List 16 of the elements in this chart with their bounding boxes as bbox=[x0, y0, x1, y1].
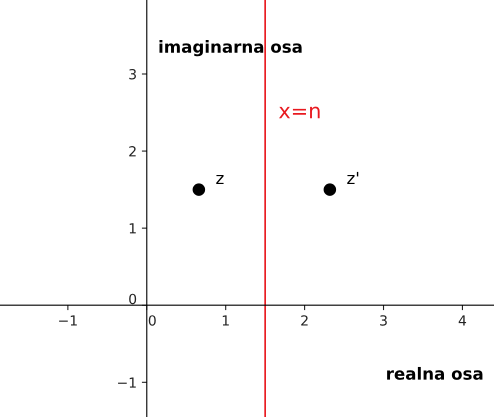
x-tick-label: 2 bbox=[301, 315, 308, 326]
x-tick-label: 1 bbox=[222, 315, 229, 326]
annotation: z bbox=[216, 174, 224, 184]
x-tick-label: 4 bbox=[458, 315, 466, 326]
y-tick-label: 3 bbox=[129, 68, 136, 80]
x-tick-label: 0 bbox=[148, 315, 156, 326]
x-axis-title: realna osa bbox=[387, 366, 482, 380]
annotation: z' bbox=[347, 172, 358, 184]
x-tick-label: 3 bbox=[380, 315, 387, 326]
y-tick-label: 2 bbox=[129, 146, 136, 156]
ref-line-label: x=n bbox=[278, 106, 320, 118]
x-tick-label: −1 bbox=[59, 315, 77, 326]
y-tick-label: 0 bbox=[129, 294, 136, 304]
y-tick-label: −1 bbox=[118, 377, 136, 388]
y-axis-title: imaginarna osa bbox=[159, 40, 302, 56]
y-tick-label: 1 bbox=[130, 223, 136, 234]
